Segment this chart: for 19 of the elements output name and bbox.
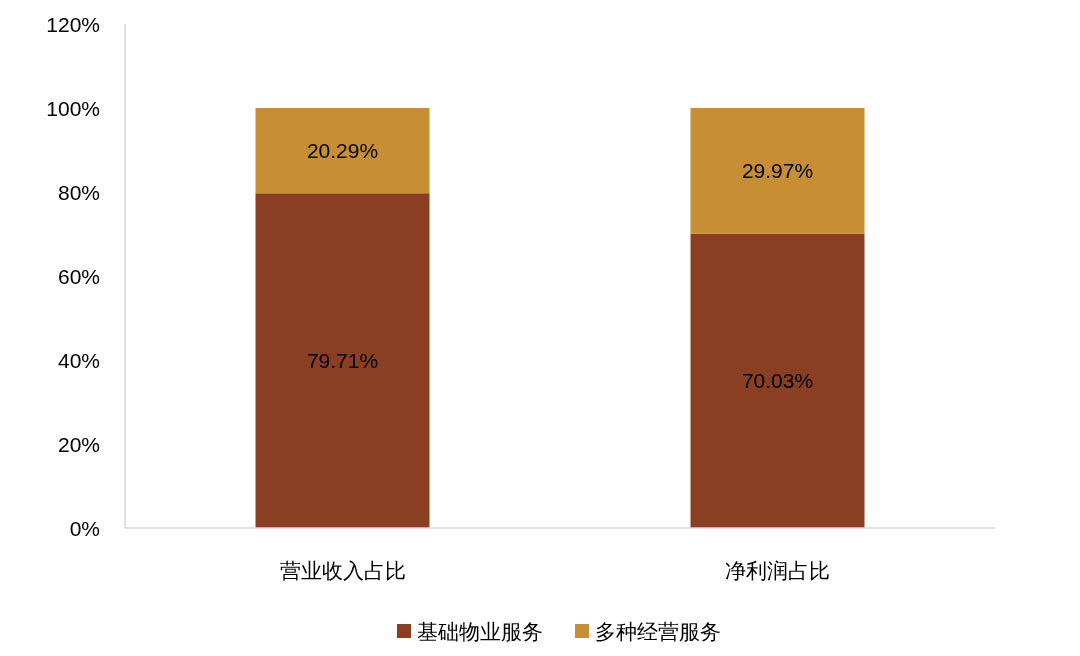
- y-tick-label: 80%: [57, 180, 100, 204]
- y-tick-label: 20%: [57, 432, 100, 456]
- y-tick-label: 100%: [46, 96, 100, 120]
- data-label: 29.97%: [741, 159, 814, 183]
- data-label: 70.03%: [741, 369, 814, 393]
- y-tick-label: 60%: [57, 264, 100, 288]
- legend-label: 基础物业服务: [417, 619, 543, 643]
- data-label: 79.71%: [306, 349, 379, 373]
- bar: [255, 193, 430, 528]
- bar: [690, 108, 865, 234]
- y-tick-label: 40%: [57, 348, 100, 372]
- y-tick-label: 0%: [69, 516, 100, 540]
- data-label: 20.29%: [306, 139, 379, 163]
- legend-label: 多种经营服务: [595, 619, 721, 643]
- x-tick-label: 净利润占比: [725, 558, 830, 582]
- bar: [690, 233, 865, 528]
- x-tick-label: 营业收入占比: [279, 558, 406, 582]
- bar: [255, 108, 430, 194]
- y-tick-label: 120%: [46, 12, 100, 36]
